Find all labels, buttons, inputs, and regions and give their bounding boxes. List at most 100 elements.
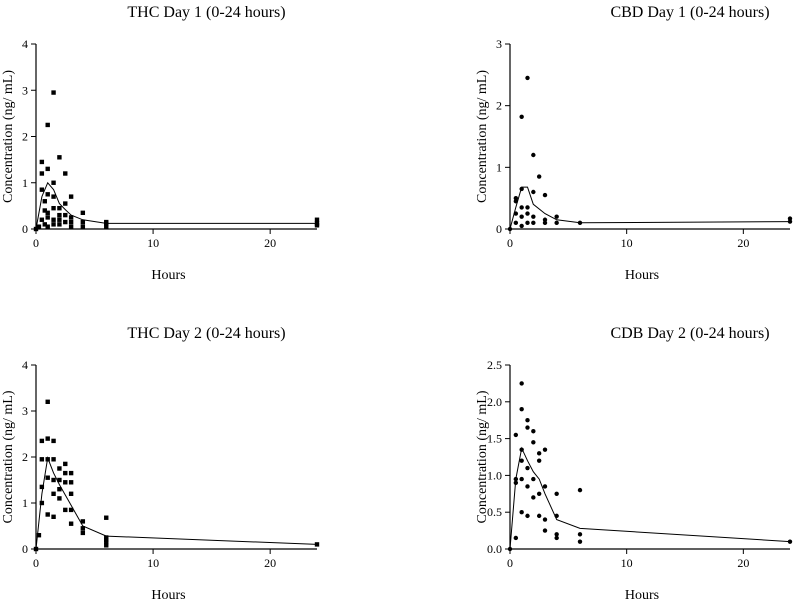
data-point (57, 212, 62, 218)
data-point (536, 451, 542, 456)
data-point (513, 480, 519, 485)
data-point (51, 180, 56, 185)
data-point (39, 171, 45, 176)
y-tick-label: 2 (496, 99, 502, 113)
data-point (104, 535, 109, 540)
data-point (45, 210, 50, 216)
data-point (39, 187, 45, 192)
data-point (63, 212, 68, 218)
data-point (51, 491, 56, 496)
data-point (45, 215, 50, 220)
data-point (57, 496, 62, 501)
data-point (513, 220, 519, 226)
chart-title: CDB Day 2 (0-24 hours) (610, 325, 769, 342)
data-point (80, 530, 86, 536)
data-point (519, 510, 524, 515)
y-tick-label: 3 (496, 37, 502, 51)
chart-title: THC Day 2 (0-24 hours) (127, 325, 285, 342)
data-point (104, 543, 109, 548)
data-point (33, 546, 39, 552)
data-point (519, 406, 524, 412)
data-point (51, 222, 56, 227)
data-point (554, 214, 559, 219)
data-point (531, 440, 536, 445)
x-tick-label: 10 (147, 556, 159, 570)
x-tick-label: 20 (737, 556, 749, 570)
data-point (787, 219, 793, 224)
data-point (36, 533, 42, 538)
data-point (57, 487, 62, 492)
x-tick-label: 10 (621, 236, 633, 250)
data-point (39, 438, 45, 444)
data-point (577, 220, 583, 226)
data-point (57, 155, 62, 160)
mean-line (35, 456, 318, 550)
chart-panel: THC Day 2 (0-24 hours) 0 1 2 3 4 0 10 20 Hours Con… (1, 325, 320, 602)
data-point (104, 219, 109, 225)
data-point (80, 219, 86, 225)
data-point (787, 539, 793, 544)
data-point (525, 75, 530, 81)
data-point (577, 532, 583, 537)
data-point (525, 205, 530, 210)
mean-line (509, 446, 791, 550)
data-point (63, 507, 68, 513)
data-point (51, 477, 56, 483)
data-point (63, 201, 68, 206)
data-point (39, 159, 45, 165)
data-point (45, 224, 50, 229)
y-tick-label: 3 (22, 404, 28, 418)
y-tick-label: 2 (22, 130, 28, 144)
data-point (519, 205, 524, 210)
data-point (519, 381, 524, 386)
x-tick-label: 20 (737, 236, 749, 250)
data-point (531, 429, 536, 434)
x-tick-label: 0 (507, 236, 513, 250)
data-point (314, 221, 320, 226)
data-point (577, 539, 583, 544)
data-point (51, 205, 56, 211)
data-point (39, 500, 45, 506)
data-point (80, 210, 86, 216)
data-point (39, 457, 45, 462)
y-tick-label: 2.5 (487, 358, 502, 372)
data-point (525, 465, 530, 471)
y-tick-label: 0 (496, 222, 502, 236)
chart-title: CBD Day 1 (0-24 hours) (610, 4, 769, 21)
x-axis-label: Hours (151, 588, 185, 602)
data-point (513, 432, 519, 438)
x-axis-label: Hours (625, 268, 659, 283)
data-point (57, 477, 62, 483)
y-tick-label: 2 (22, 450, 28, 464)
data-point (536, 174, 542, 179)
chart-title: THC Day 1 (0-24 hours) (127, 4, 285, 21)
y-tick-label: 4 (22, 37, 28, 51)
y-tick-label: 1 (22, 176, 28, 190)
data-point (554, 513, 559, 519)
x-tick-label: 0 (33, 556, 39, 570)
data-point (542, 517, 548, 522)
data-point (314, 217, 320, 222)
chart-panel: THC Day 1 (0-24 hours) 0 1 2 3 4 0 10 20 Hours Con… (1, 4, 320, 283)
data-point (519, 114, 524, 119)
data-point (507, 226, 513, 232)
data-point (531, 189, 536, 195)
data-point (80, 526, 86, 531)
data-point (45, 192, 50, 197)
y-tick-label: 4 (22, 358, 28, 372)
data-point (787, 216, 793, 221)
data-point (513, 199, 519, 204)
chart-panel: CDB Day 2 (0-24 hours) 0.0 0.5 1.0 1.5 2.0 2.5… (475, 325, 793, 602)
data-point (45, 122, 50, 128)
data-point (45, 166, 50, 172)
data-point (68, 507, 74, 513)
y-tick-label: 0 (22, 542, 28, 556)
data-point (51, 217, 56, 222)
x-tick-label: 10 (621, 556, 633, 570)
data-point (68, 521, 74, 526)
y-tick-label: 0.0 (487, 542, 502, 556)
data-point (39, 484, 45, 490)
y-axis-label: Concentration (ng/ mL) (475, 70, 490, 203)
data-point (39, 217, 45, 222)
y-axis-label: Concentration (ng/ mL) (1, 390, 16, 523)
